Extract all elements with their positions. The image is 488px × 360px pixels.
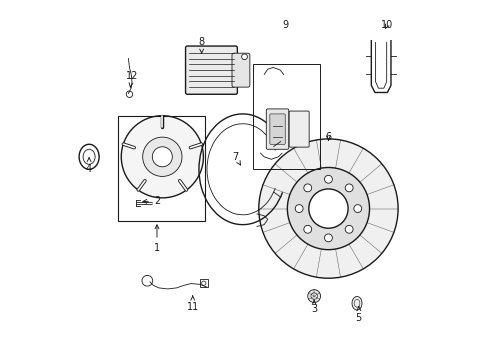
- FancyBboxPatch shape: [231, 53, 249, 87]
- Text: 12: 12: [125, 71, 138, 87]
- FancyBboxPatch shape: [185, 46, 237, 94]
- Text: 11: 11: [186, 296, 199, 312]
- Text: 6: 6: [325, 132, 331, 142]
- Circle shape: [324, 175, 332, 183]
- Circle shape: [142, 137, 182, 176]
- Circle shape: [307, 290, 320, 302]
- Text: 3: 3: [310, 301, 317, 314]
- Circle shape: [345, 225, 352, 233]
- Text: 5: 5: [355, 307, 361, 323]
- Circle shape: [258, 139, 397, 278]
- Bar: [200, 279, 207, 287]
- Circle shape: [345, 184, 352, 192]
- Circle shape: [353, 204, 361, 212]
- FancyBboxPatch shape: [288, 111, 308, 147]
- Text: 1: 1: [154, 225, 160, 253]
- Circle shape: [287, 167, 369, 249]
- Text: 8: 8: [198, 37, 204, 53]
- Text: 7: 7: [232, 152, 240, 165]
- Circle shape: [241, 54, 247, 60]
- Bar: [253, 64, 319, 169]
- Text: 9: 9: [282, 19, 288, 30]
- Ellipse shape: [351, 296, 361, 310]
- Circle shape: [308, 189, 347, 228]
- Circle shape: [303, 184, 311, 192]
- Circle shape: [295, 204, 303, 212]
- Text: 10: 10: [381, 19, 393, 30]
- FancyBboxPatch shape: [269, 114, 285, 144]
- Circle shape: [121, 116, 203, 198]
- Bar: [118, 116, 205, 221]
- Circle shape: [303, 225, 311, 233]
- Circle shape: [324, 234, 332, 242]
- Text: 2: 2: [142, 197, 160, 206]
- Circle shape: [152, 147, 172, 167]
- Text: 4: 4: [86, 158, 92, 174]
- FancyBboxPatch shape: [266, 109, 288, 149]
- Circle shape: [310, 293, 317, 299]
